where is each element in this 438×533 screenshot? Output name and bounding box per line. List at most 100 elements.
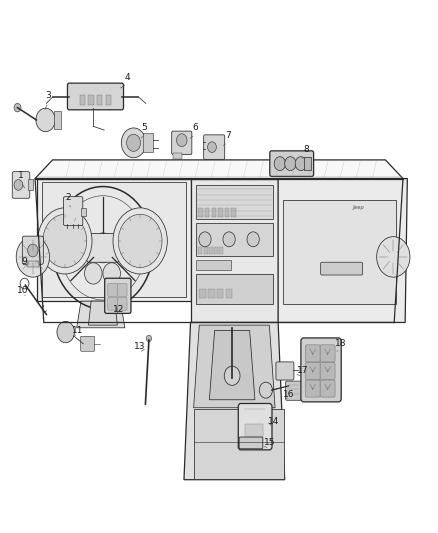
- Circle shape: [14, 180, 23, 190]
- Bar: [199, 289, 206, 298]
- Polygon shape: [194, 325, 275, 408]
- Polygon shape: [88, 301, 117, 325]
- Polygon shape: [209, 330, 255, 400]
- FancyBboxPatch shape: [239, 437, 263, 449]
- FancyBboxPatch shape: [117, 297, 127, 310]
- Polygon shape: [184, 322, 285, 480]
- Polygon shape: [77, 301, 125, 328]
- Circle shape: [85, 263, 102, 284]
- FancyBboxPatch shape: [64, 197, 83, 225]
- Bar: [81, 208, 86, 216]
- FancyBboxPatch shape: [305, 345, 320, 362]
- Text: 16: 16: [283, 390, 295, 399]
- Text: 10: 10: [17, 286, 28, 295]
- Bar: [218, 208, 223, 217]
- FancyBboxPatch shape: [320, 362, 335, 379]
- Circle shape: [127, 134, 141, 151]
- FancyBboxPatch shape: [108, 284, 117, 296]
- Bar: [194, 409, 284, 479]
- Bar: [219, 247, 223, 254]
- Circle shape: [91, 233, 115, 263]
- Circle shape: [377, 237, 410, 277]
- Bar: [198, 247, 202, 254]
- Text: 17: 17: [297, 366, 308, 375]
- Bar: [173, 153, 182, 159]
- Circle shape: [121, 128, 146, 158]
- Circle shape: [36, 108, 55, 132]
- Bar: [196, 185, 273, 219]
- Bar: [204, 247, 208, 254]
- Circle shape: [199, 232, 211, 247]
- FancyBboxPatch shape: [301, 338, 341, 402]
- Polygon shape: [191, 179, 278, 322]
- FancyBboxPatch shape: [276, 362, 294, 380]
- Circle shape: [274, 157, 286, 171]
- Polygon shape: [35, 160, 403, 179]
- Circle shape: [224, 366, 240, 385]
- Circle shape: [208, 142, 216, 152]
- Circle shape: [177, 134, 187, 147]
- FancyBboxPatch shape: [81, 336, 95, 351]
- Circle shape: [38, 208, 92, 274]
- FancyBboxPatch shape: [320, 380, 335, 397]
- Bar: [214, 247, 218, 254]
- FancyBboxPatch shape: [305, 380, 320, 397]
- Bar: [54, 111, 61, 129]
- Text: 5: 5: [141, 124, 148, 132]
- Bar: [80, 95, 85, 105]
- Text: 13: 13: [134, 342, 145, 351]
- FancyBboxPatch shape: [108, 297, 117, 310]
- Text: 14: 14: [268, 417, 279, 425]
- Bar: [225, 208, 229, 217]
- FancyBboxPatch shape: [87, 233, 119, 262]
- Bar: [245, 424, 263, 437]
- FancyBboxPatch shape: [204, 135, 225, 159]
- Polygon shape: [37, 179, 191, 301]
- FancyBboxPatch shape: [117, 284, 127, 296]
- Circle shape: [113, 208, 167, 274]
- Bar: [212, 208, 216, 217]
- Circle shape: [118, 214, 162, 268]
- Circle shape: [43, 214, 87, 268]
- FancyBboxPatch shape: [12, 172, 30, 198]
- Circle shape: [295, 157, 307, 171]
- Text: 1: 1: [18, 172, 24, 180]
- Bar: [196, 274, 273, 304]
- FancyBboxPatch shape: [238, 403, 272, 450]
- Circle shape: [285, 157, 296, 171]
- Circle shape: [16, 237, 49, 277]
- FancyBboxPatch shape: [321, 262, 363, 275]
- Text: 6: 6: [192, 124, 198, 132]
- Bar: [304, 157, 311, 170]
- Bar: [27, 261, 39, 266]
- Circle shape: [14, 103, 21, 112]
- Text: 8: 8: [304, 145, 310, 154]
- Bar: [283, 200, 396, 304]
- Bar: [226, 289, 232, 298]
- Text: 3: 3: [45, 92, 51, 100]
- Text: 7: 7: [225, 132, 231, 140]
- Bar: [28, 179, 33, 190]
- Bar: [198, 208, 203, 217]
- Text: 11: 11: [72, 326, 84, 335]
- Bar: [143, 133, 153, 152]
- Circle shape: [103, 263, 120, 284]
- Text: 15: 15: [264, 438, 275, 447]
- Bar: [196, 260, 231, 270]
- FancyBboxPatch shape: [105, 278, 131, 313]
- Bar: [209, 247, 213, 254]
- Bar: [217, 289, 223, 298]
- Text: 4: 4: [124, 73, 130, 82]
- Bar: [208, 289, 215, 298]
- FancyBboxPatch shape: [67, 83, 124, 110]
- FancyBboxPatch shape: [305, 362, 320, 379]
- Bar: [196, 223, 273, 256]
- Bar: [106, 95, 111, 105]
- Text: 18: 18: [335, 340, 346, 348]
- Circle shape: [259, 382, 272, 398]
- FancyBboxPatch shape: [270, 151, 314, 176]
- Circle shape: [57, 321, 74, 343]
- Polygon shape: [278, 179, 407, 322]
- Bar: [205, 208, 209, 217]
- Circle shape: [146, 335, 152, 342]
